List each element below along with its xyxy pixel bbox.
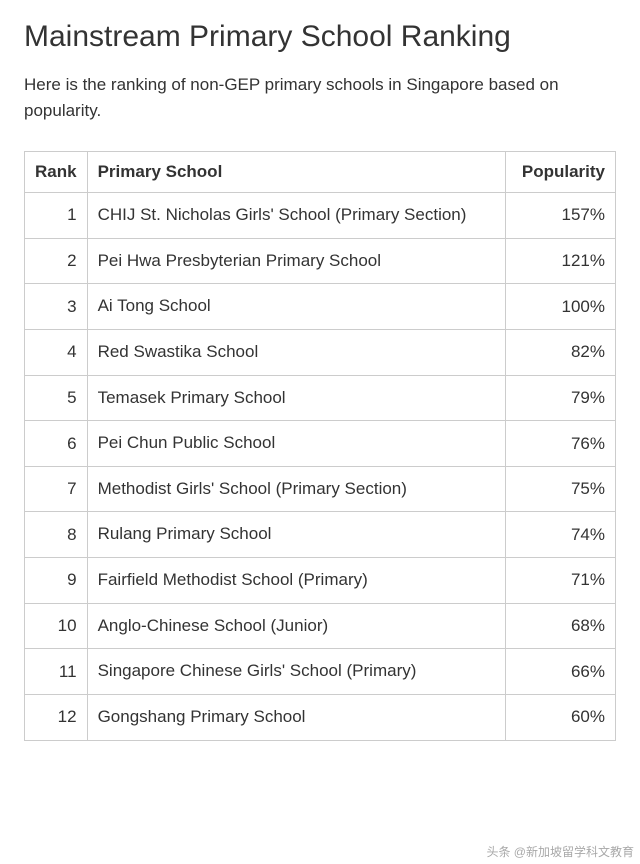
ranking-table: Rank Primary School Popularity 1CHIJ St.… <box>24 151 616 741</box>
cell-rank: 6 <box>25 421 88 467</box>
cell-school: Pei Hwa Presbyterian Primary School <box>87 238 505 284</box>
cell-popularity: 76% <box>506 421 616 467</box>
cell-school: Ai Tong School <box>87 284 505 330</box>
table-row: 1CHIJ St. Nicholas Girls' School (Primar… <box>25 193 616 239</box>
cell-rank: 11 <box>25 649 88 695</box>
table-row: 9Fairfield Methodist School (Primary)71% <box>25 558 616 604</box>
page-title: Mainstream Primary School Ranking <box>24 20 616 54</box>
cell-popularity: 71% <box>506 558 616 604</box>
col-header-school: Primary School <box>87 152 505 193</box>
cell-rank: 8 <box>25 512 88 558</box>
table-row: 3Ai Tong School100% <box>25 284 616 330</box>
cell-rank: 1 <box>25 193 88 239</box>
table-header-row: Rank Primary School Popularity <box>25 152 616 193</box>
cell-rank: 7 <box>25 466 88 512</box>
cell-rank: 10 <box>25 603 88 649</box>
cell-school: Methodist Girls' School (Primary Section… <box>87 466 505 512</box>
cell-popularity: 74% <box>506 512 616 558</box>
table-row: 12Gongshang Primary School60% <box>25 695 616 741</box>
cell-rank: 2 <box>25 238 88 284</box>
table-row: 6Pei Chun Public School76% <box>25 421 616 467</box>
cell-school: Singapore Chinese Girls' School (Primary… <box>87 649 505 695</box>
col-header-popularity: Popularity <box>506 152 616 193</box>
col-header-rank: Rank <box>25 152 88 193</box>
cell-school: CHIJ St. Nicholas Girls' School (Primary… <box>87 193 505 239</box>
table-row: 5Temasek Primary School79% <box>25 375 616 421</box>
table-row: 7Methodist Girls' School (Primary Sectio… <box>25 466 616 512</box>
cell-rank: 9 <box>25 558 88 604</box>
intro-text: Here is the ranking of non-GEP primary s… <box>24 72 616 123</box>
table-row: 11Singapore Chinese Girls' School (Prima… <box>25 649 616 695</box>
cell-popularity: 75% <box>506 466 616 512</box>
cell-school: Anglo-Chinese School (Junior) <box>87 603 505 649</box>
table-row: 10Anglo-Chinese School (Junior)68% <box>25 603 616 649</box>
table-row: 8Rulang Primary School74% <box>25 512 616 558</box>
cell-school: Fairfield Methodist School (Primary) <box>87 558 505 604</box>
table-row: 2Pei Hwa Presbyterian Primary School121% <box>25 238 616 284</box>
cell-rank: 12 <box>25 695 88 741</box>
table-row: 4Red Swastika School82% <box>25 329 616 375</box>
cell-popularity: 79% <box>506 375 616 421</box>
cell-popularity: 100% <box>506 284 616 330</box>
cell-popularity: 121% <box>506 238 616 284</box>
cell-popularity: 66% <box>506 649 616 695</box>
cell-school: Temasek Primary School <box>87 375 505 421</box>
cell-school: Gongshang Primary School <box>87 695 505 741</box>
cell-popularity: 68% <box>506 603 616 649</box>
cell-school: Red Swastika School <box>87 329 505 375</box>
cell-popularity: 60% <box>506 695 616 741</box>
cell-popularity: 157% <box>506 193 616 239</box>
cell-rank: 3 <box>25 284 88 330</box>
cell-school: Rulang Primary School <box>87 512 505 558</box>
cell-school: Pei Chun Public School <box>87 421 505 467</box>
cell-popularity: 82% <box>506 329 616 375</box>
cell-rank: 4 <box>25 329 88 375</box>
watermark-text: 头条 @新加坡留学科文教育 <box>486 843 634 860</box>
cell-rank: 5 <box>25 375 88 421</box>
